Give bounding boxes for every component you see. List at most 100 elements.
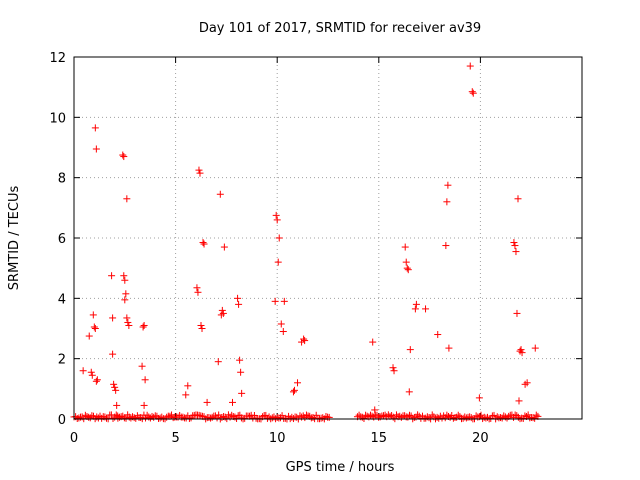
data-point [411, 305, 419, 313]
data-point [271, 297, 279, 305]
data-point [369, 338, 377, 346]
data-point [125, 321, 133, 329]
data-point [235, 300, 243, 308]
data-point [203, 398, 211, 406]
data-point [121, 276, 129, 284]
data-point [113, 401, 121, 409]
baseline-point [490, 411, 498, 419]
data-point [238, 389, 246, 397]
data-point [218, 306, 226, 314]
data-point [109, 314, 117, 322]
baseline-point [312, 411, 320, 419]
data-point [434, 331, 442, 339]
baseline-point [176, 411, 184, 419]
baseline-point [208, 413, 216, 421]
data-point [301, 337, 309, 345]
y-tick-label: 10 [49, 111, 66, 126]
baseline-point [484, 413, 492, 421]
chart-title: Day 101 of 2017, SRMTID for receiver av3… [199, 21, 481, 36]
data-point [184, 382, 192, 390]
data-point [199, 239, 207, 247]
data-point [277, 320, 285, 328]
data-point [91, 124, 99, 132]
data-point [108, 272, 116, 280]
data-point [194, 288, 202, 296]
data-point [114, 412, 122, 420]
data-point [475, 394, 483, 402]
data-point [214, 358, 222, 366]
data-point [290, 386, 298, 394]
x-tick-labels: 0 5 10 15 20 [70, 431, 489, 446]
data-point [200, 240, 208, 248]
baseline-point [388, 411, 396, 419]
baseline-point [449, 414, 457, 422]
x-axis-label: GPS time / hours [286, 460, 395, 475]
data-point [403, 264, 411, 272]
data-point [112, 386, 120, 394]
x-tick-label: 20 [472, 431, 489, 446]
x-tick-label: 0 [70, 431, 78, 446]
data-point [389, 364, 397, 372]
baseline-point [75, 414, 83, 422]
data-point [87, 368, 95, 376]
data-point [514, 195, 522, 203]
x-tick-label: 10 [269, 431, 286, 446]
y-tick-label: 0 [58, 413, 66, 428]
y-tick-label: 8 [58, 172, 66, 187]
baseline-point [116, 413, 124, 421]
y-axis-label: SRMTID / TECUs [7, 186, 22, 291]
data-point [294, 379, 302, 387]
data-point [109, 350, 117, 358]
data-point [234, 294, 242, 302]
y-tick-labels: 0 2 4 6 8 10 12 [49, 51, 66, 428]
baseline-point [228, 411, 236, 419]
baseline-point [85, 413, 93, 421]
y-tick-label: 2 [58, 353, 66, 368]
data-point [515, 397, 523, 405]
data-point [510, 239, 518, 247]
baseline-point [467, 414, 475, 422]
data-point [371, 406, 379, 414]
baseline-point [433, 413, 441, 421]
data-point [119, 151, 127, 159]
y-tick-label: 12 [49, 51, 66, 66]
data-point [198, 325, 206, 332]
data-point [89, 311, 97, 319]
baseline-point [405, 411, 413, 419]
data-point [402, 258, 410, 266]
baseline-point [513, 412, 521, 420]
data-point [92, 145, 100, 153]
data-point [272, 211, 280, 219]
x-tick-label: 15 [371, 431, 388, 446]
baseline-point [532, 411, 540, 419]
data-point [237, 368, 245, 376]
data-point [469, 89, 477, 97]
data-point [93, 376, 101, 384]
data-point [523, 379, 531, 387]
data-point [289, 388, 297, 396]
baseline-point [302, 411, 310, 419]
data-point [120, 272, 128, 280]
data-point [517, 346, 525, 354]
data-point [124, 318, 132, 326]
data-point [442, 242, 450, 250]
data-point [445, 344, 453, 352]
y-tick-label: 6 [58, 232, 66, 247]
data-point [193, 284, 201, 292]
data-point [468, 88, 476, 96]
x-tick-label: 5 [171, 431, 179, 446]
data-point [443, 198, 451, 206]
data-point [300, 335, 308, 343]
data-point [513, 309, 521, 317]
data-point [405, 388, 413, 396]
data-point [404, 266, 412, 274]
baseline-point [133, 412, 141, 420]
data-point [216, 190, 224, 198]
data-point [122, 290, 130, 298]
data-point [406, 346, 414, 354]
baseline-point [103, 414, 111, 422]
data-point [92, 377, 100, 385]
data-point [412, 300, 420, 308]
